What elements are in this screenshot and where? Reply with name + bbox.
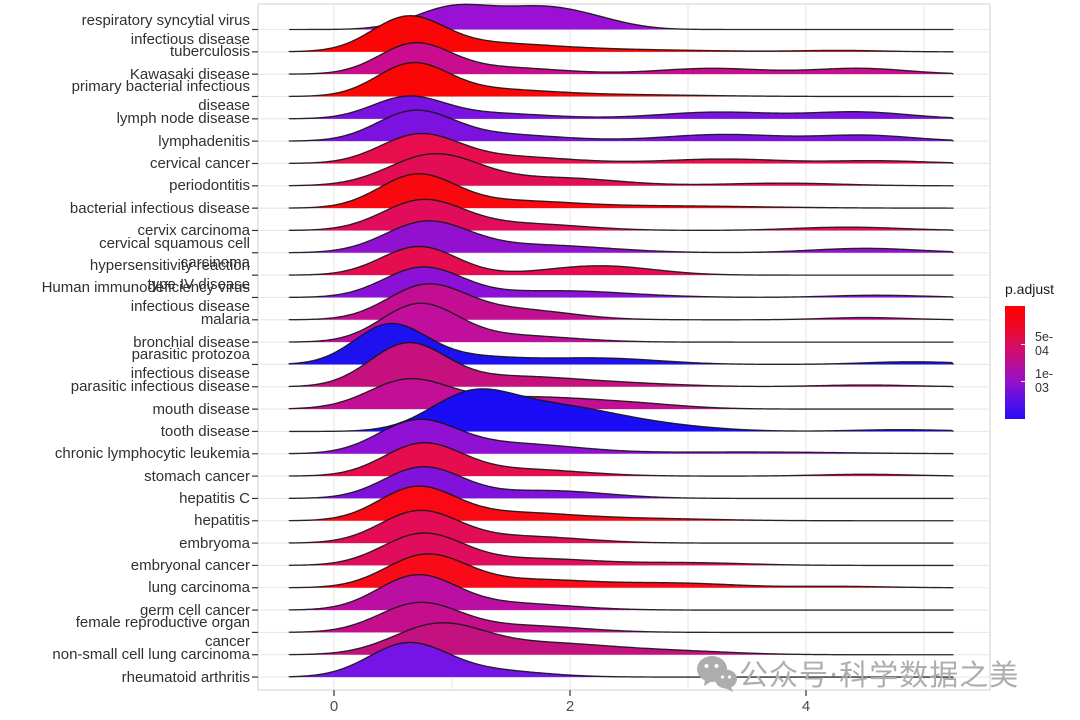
ridge-row — [288, 553, 954, 589]
watermark-text: 公众号·科学数据之美 — [739, 658, 1020, 692]
ridge-row — [288, 302, 954, 343]
y-axis-label: hepatitis — [194, 512, 250, 530]
ridge-row — [288, 442, 954, 477]
x-axis-tick-label: 4 — [801, 698, 811, 715]
y-axis-label: embryonal cancer — [130, 556, 250, 574]
y-axis-label: malaria — [200, 311, 250, 329]
y-axis-label: bronchial disease — [133, 333, 250, 351]
legend-tick-label: 5e-04 — [1035, 329, 1054, 358]
legend-title: p.adjust — [1005, 281, 1055, 297]
y-axis-label: female reproductive organ cancer — [75, 614, 250, 651]
legend: p.adjust 5e-04 1e-03 — [1005, 281, 1054, 419]
y-axis-label: parasitic infectious disease — [70, 378, 250, 396]
y-axis-label: chronic lymphocytic leukemia — [54, 445, 250, 463]
ridge-row — [288, 109, 954, 142]
ridge-row — [288, 198, 954, 232]
y-axis-label: cervix carcinoma — [137, 221, 250, 239]
ridge-row — [288, 509, 954, 544]
ridge-row — [288, 641, 954, 678]
y-axis-label: parasitic protozoa infectious disease — [130, 346, 250, 383]
ridge-row — [288, 532, 954, 567]
legend-tick-mark — [1021, 381, 1025, 383]
y-axis-label: Human immunodeficiency virus infectious d… — [41, 279, 250, 316]
y-axis-label: hypersensitivity reaction type IV disease — [89, 257, 250, 294]
ridge-row — [288, 485, 954, 522]
ridge-row — [288, 245, 954, 276]
y-axis-label: primary bacterial infectious disease — [71, 78, 250, 115]
ridge-row — [288, 573, 954, 611]
ridge-row — [288, 220, 954, 254]
legend-gradient-bar: 5e-04 1e-03 — [1005, 306, 1053, 419]
ridge-row — [288, 95, 954, 120]
y-axis-label: tooth disease — [160, 422, 250, 440]
y-axis-label: bacterial infectious disease — [69, 199, 250, 217]
ridge-row — [288, 622, 954, 656]
y-axis-label: Kawasaki disease — [129, 65, 250, 83]
y-axis-label: tuberculosis — [169, 43, 250, 61]
y-axis-label: lymph node disease — [116, 110, 250, 128]
ridge-row — [288, 341, 954, 388]
ridge-row — [288, 61, 954, 98]
y-axis-label: non-small cell lung carcinoma — [52, 646, 250, 664]
y-axis-label: lymphadenitis — [158, 132, 250, 150]
y-axis-label: mouth disease — [152, 400, 250, 418]
x-axis-tick-label: 0 — [329, 698, 339, 715]
y-axis-label: stomach cancer — [144, 467, 250, 485]
wechat-icon — [697, 656, 737, 692]
watermark: 公众号·科学数据之美 — [695, 652, 1019, 694]
ridge-row — [288, 322, 955, 366]
y-axis-label: embryoma — [179, 534, 250, 552]
ridge-row — [288, 152, 954, 187]
ridge-row — [288, 173, 954, 209]
y-axis-label: cervical squamous cell carcinoma — [99, 234, 250, 271]
ridge-row — [288, 466, 954, 500]
ridge-row — [288, 42, 954, 75]
ridge-row — [288, 418, 954, 455]
legend-tick-label: 1e-03 — [1035, 367, 1054, 396]
y-axis-label: germ cell cancer — [139, 601, 250, 619]
y-axis-label: cervical cancer — [149, 154, 250, 172]
ridge-row — [288, 283, 954, 321]
y-axis-label: hepatitis C — [179, 489, 250, 507]
x-axis-tick-label: 2 — [565, 698, 575, 715]
y-axis-label: rheumatoid arthritis — [121, 668, 250, 686]
y-axis-label: lung carcinoma — [148, 579, 250, 597]
ridge-row — [288, 15, 954, 53]
y-axis-label: periodontitis — [169, 177, 250, 195]
legend-tick-mark — [1021, 343, 1025, 345]
y-axis-label: respiratory syncytial virus infectious di… — [81, 11, 250, 48]
